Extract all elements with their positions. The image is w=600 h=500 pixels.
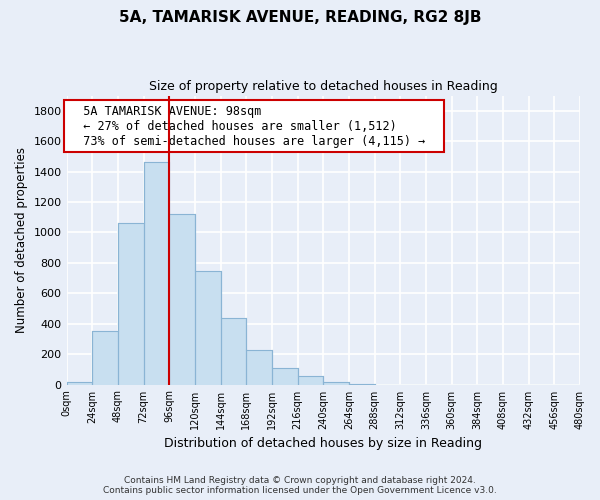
Text: 5A TAMARISK AVENUE: 98sqm
  ← 27% of detached houses are smaller (1,512)
  73% o: 5A TAMARISK AVENUE: 98sqm ← 27% of detac… [68,104,439,148]
Y-axis label: Number of detached properties: Number of detached properties [15,147,28,333]
Title: Size of property relative to detached houses in Reading: Size of property relative to detached ho… [149,80,497,93]
Text: 5A, TAMARISK AVENUE, READING, RG2 8JB: 5A, TAMARISK AVENUE, READING, RG2 8JB [119,10,481,25]
Text: Contains HM Land Registry data © Crown copyright and database right 2024.
Contai: Contains HM Land Registry data © Crown c… [103,476,497,495]
X-axis label: Distribution of detached houses by size in Reading: Distribution of detached houses by size … [164,437,482,450]
